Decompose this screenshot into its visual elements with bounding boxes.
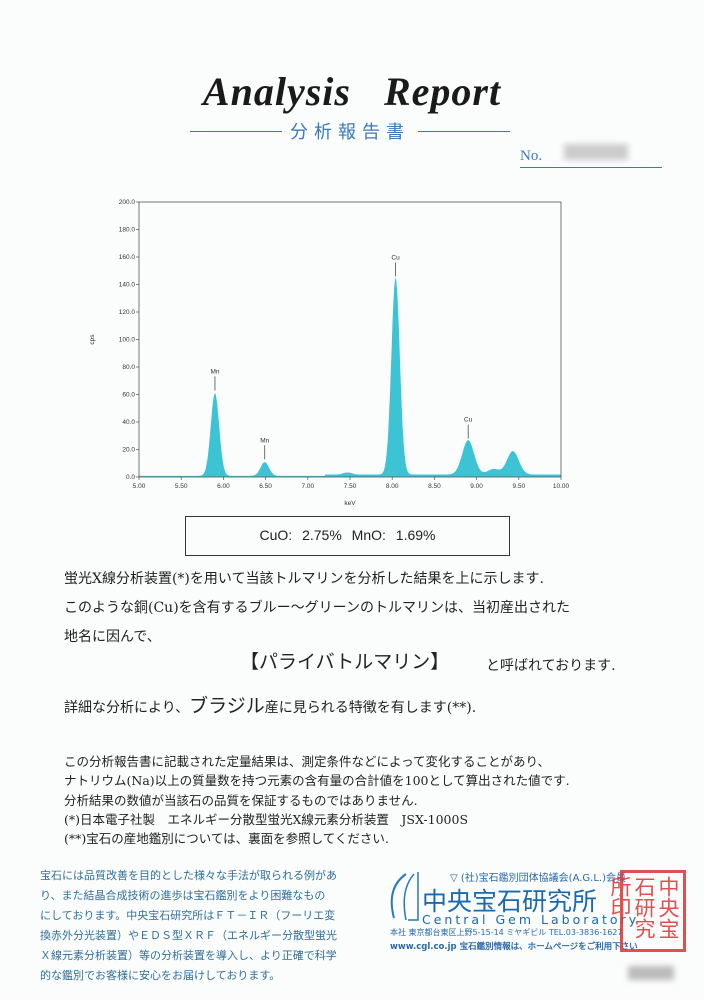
agl-text: (社)宝石鑑別団体協議会(A.G.L.)会員 xyxy=(460,873,627,884)
spectrum-area xyxy=(139,277,561,477)
body-line: 詳細な分析により、 xyxy=(64,700,190,716)
peak-label: Cu xyxy=(464,417,473,424)
y-tick-label: 60.0 xyxy=(122,392,135,399)
y-tick-label: 200.0 xyxy=(119,199,136,206)
note-line: (*)日本電子社製 エネルギー分散型蛍光X線元素分析装置 JSX-1000S xyxy=(64,812,469,827)
x-tick-label: 6.00 xyxy=(217,483,230,490)
disclaimer-line: にしております。中央宝石研究所はＦＴ－ＩＲ（フーリエ変 xyxy=(40,909,336,922)
body-line: と呼ばれております. xyxy=(486,658,616,674)
x-tick-label: 8.00 xyxy=(386,483,399,490)
note-line: (**)宝石の産地鑑別については、裏面を参照してください. xyxy=(64,831,389,846)
x-tick-label: 9.50 xyxy=(512,483,525,490)
redacted-serial xyxy=(628,966,674,980)
disclaimer-line: Ｘ線元素分析装置）等の分析装置を導入し、より正確で科学 xyxy=(40,949,337,962)
y-tick-label: 160.0 xyxy=(119,254,136,261)
y-tick-label: 140.0 xyxy=(119,282,136,289)
disclaimer-text: 宝石には品質改善を目的とした様々な手法が取られる例があ り、また結晶合成技術の進… xyxy=(40,866,340,986)
y-tick-label: 0.0 xyxy=(126,474,135,481)
x-tick-label: 7.00 xyxy=(301,483,314,490)
y-tick-label: 40.0 xyxy=(122,419,135,426)
cgl-logo xyxy=(390,872,419,921)
tourmaline-name: 【パライバトルマリン】 xyxy=(240,651,450,673)
report-number: No. xyxy=(520,144,662,168)
body-line: 地名に因んで、 xyxy=(64,629,161,645)
y-axis-label: cps xyxy=(89,334,96,345)
no-label: No. xyxy=(520,148,543,164)
note-line: 分析結果の数値が当該石の品質を保証するものではありません. xyxy=(64,793,418,808)
plot-frame xyxy=(138,201,562,478)
disclaimer-line: り、また結晶合成技術の進歩は宝石鑑別をより困難なもの xyxy=(40,889,326,902)
divider xyxy=(418,130,510,132)
subtitle-text: 分析報告書 xyxy=(290,122,410,143)
body-line: このような銅(Cu)を含有するブルー〜グリーンのトルマリンは、当初産出された xyxy=(64,600,570,616)
y-tick-label: 80.0 xyxy=(122,364,135,371)
peak-label: Mn xyxy=(260,437,269,444)
x-tick-label: 10.00 xyxy=(553,483,570,490)
report-subtitle: 分析報告書 xyxy=(190,118,510,144)
x-tick-label: 5.00 xyxy=(133,483,146,490)
divider xyxy=(190,130,282,132)
peak-label: Mn xyxy=(210,369,219,376)
disclaimer-line: 的な鑑別でお客様に安心をお届けしております。 xyxy=(40,969,281,982)
x-tick-label: 8.50 xyxy=(428,483,441,490)
address: 本社 東京都台東区上野5-15-14 ミヤギビル TEL.03-3836-162… xyxy=(390,928,623,937)
x-tick-label: 6.50 xyxy=(259,483,272,490)
note-line: ナトリウム(Na)以上の質量数を持つ元素の含有量の合計値を100として算出された… xyxy=(64,773,570,788)
disclaimer-line: 宝石には品質改善を目的とした様々な手法が取られる例があ xyxy=(40,869,337,882)
redacted-number xyxy=(564,144,628,160)
report-title: Analysis Report xyxy=(202,69,502,114)
lab-name-japanese: 中央宝石研究所 xyxy=(422,887,598,916)
website: www.cgl.co.jp 宝石鑑別情報は、ホームページをご利用下さい xyxy=(390,942,638,952)
origin-country: ブラジル xyxy=(189,695,265,717)
result-box: CuO: 2.75% MnO: 1.69% xyxy=(185,516,510,556)
note-line: この分析報告書に記載された定量結果は、測定条件などによって変化することがあり、 xyxy=(64,754,551,769)
y-tick-label: 180.0 xyxy=(119,227,136,234)
red-seal-stamp: 中央宝 石研究 所印 xyxy=(608,870,686,952)
body-line: 産に見られる特徴を有します(**). xyxy=(264,700,477,716)
x-tick-label: 9.00 xyxy=(470,483,483,490)
x-tick-label: 7.50 xyxy=(344,483,357,490)
y-tick-label: 100.0 xyxy=(119,337,136,344)
lab-name-english: Central Gem Laboratory xyxy=(422,912,640,927)
x-axis-label: keV xyxy=(344,500,356,507)
y-tick-label: 120.0 xyxy=(119,309,136,316)
disclaimer-line: 換赤外分光装置）やＥＤＳ型ＸＲＦ（エネルギー分散型蛍光 xyxy=(40,929,337,942)
y-tick-label: 20.0 xyxy=(122,447,135,454)
body-line: 蛍光X線分析装置(*)を用いて当該トルマリンを分析した結果を上に示します. xyxy=(64,571,544,587)
peak-label: Cu xyxy=(391,254,400,261)
x-tick-label: 5.50 xyxy=(175,483,188,490)
agl-membership: ▽ (社)宝石鑑別団体協議会(A.G.L.)会員 xyxy=(450,873,627,884)
spectrum-chart: 0.0 20.0 40.0 60.0 80.0 100.0 120.0 140.0 160.0 1… xyxy=(89,199,570,507)
